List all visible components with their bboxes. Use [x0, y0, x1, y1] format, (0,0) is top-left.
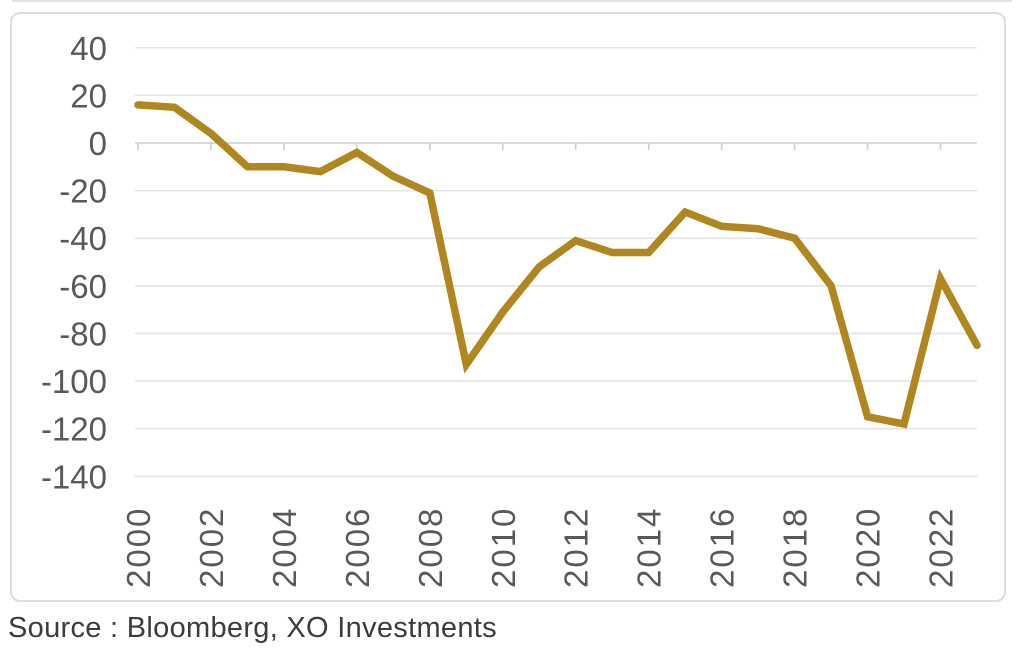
- x-axis-label: 2020: [850, 507, 887, 588]
- source-note: Source : Bloomberg, XO Investments: [8, 612, 497, 644]
- y-axis-label: -140: [41, 458, 107, 495]
- y-axis-labels-group: 40 20 0 -20 -40 -60 -80 -100 -120 -140: [41, 30, 107, 496]
- x-axis-ticks-group: [137, 143, 942, 150]
- x-axis-label: 2004: [266, 507, 303, 588]
- x-axis-label: 2014: [631, 507, 668, 588]
- y-axis-label: 40: [70, 30, 107, 67]
- y-axis-label: -120: [41, 411, 107, 448]
- cropped-edge-remnant: [12, 0, 1012, 2]
- x-axis-label: 2022: [923, 507, 960, 588]
- x-axis-label: 2018: [777, 507, 814, 588]
- y-axis-label: -60: [59, 268, 107, 305]
- y-axis-label: -40: [59, 220, 107, 257]
- x-axis-label: 2010: [485, 507, 522, 588]
- data-series-group: [134, 101, 981, 429]
- x-axis-label: 2002: [193, 507, 230, 588]
- x-axis-label: 2000: [120, 507, 157, 588]
- x-axis-label: 2008: [412, 507, 449, 588]
- y-axis-label: -80: [59, 315, 107, 352]
- x-axis-label: 2016: [704, 507, 741, 588]
- y-axis-label: 20: [70, 77, 107, 114]
- y-axis-label: 0: [89, 125, 107, 162]
- x-axis-labels-group: 2000 2002 2004 2006 2008 2010 2012 2014 2016 2018…: [120, 507, 960, 588]
- y-axis-label: -100: [41, 363, 107, 400]
- x-axis-label: 2012: [558, 507, 595, 588]
- gridlines-group: [135, 46, 977, 478]
- data-series-line: [134, 101, 981, 429]
- y-axis-label: -20: [59, 173, 107, 210]
- x-axis-label: 2006: [339, 507, 376, 588]
